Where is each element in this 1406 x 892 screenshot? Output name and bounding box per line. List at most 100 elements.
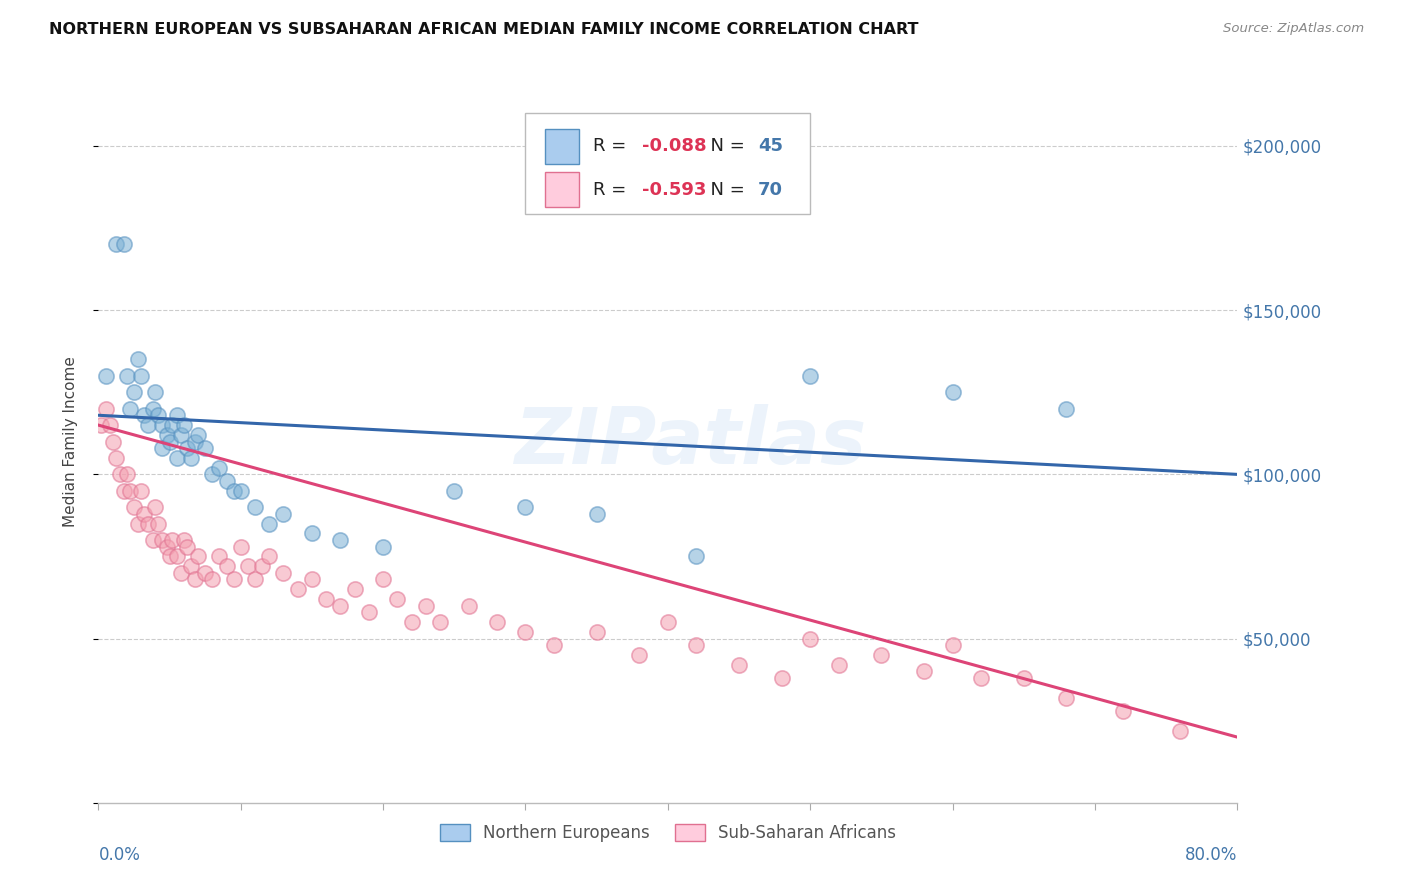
Point xyxy=(515,625,537,640)
Legend: Northern Europeans, Sub-Saharan Africans: Northern Europeans, Sub-Saharan Africans xyxy=(433,817,903,848)
Point xyxy=(184,573,207,587)
Point xyxy=(173,533,195,547)
Point xyxy=(118,483,141,498)
Point xyxy=(115,467,138,482)
Point xyxy=(166,549,188,564)
Point xyxy=(1012,671,1035,685)
Point xyxy=(176,540,198,554)
Point xyxy=(194,441,217,455)
Point xyxy=(215,474,238,488)
Point xyxy=(728,657,751,672)
Point xyxy=(912,665,935,679)
Point xyxy=(122,500,145,515)
Point xyxy=(229,483,252,498)
Point xyxy=(315,592,337,607)
Point xyxy=(141,401,163,416)
Point xyxy=(166,409,188,423)
Point xyxy=(166,450,188,465)
Point xyxy=(486,615,509,630)
Point xyxy=(1056,401,1078,416)
Text: 0.0%: 0.0% xyxy=(98,847,141,864)
Point xyxy=(585,625,607,640)
Point xyxy=(162,418,184,433)
Point xyxy=(329,533,352,547)
Point xyxy=(112,237,135,252)
Point xyxy=(208,549,231,564)
Text: NORTHERN EUROPEAN VS SUBSAHARAN AFRICAN MEDIAN FAMILY INCOME CORRELATION CHART: NORTHERN EUROPEAN VS SUBSAHARAN AFRICAN … xyxy=(49,22,918,37)
Point xyxy=(585,507,607,521)
Point xyxy=(329,599,352,613)
Point xyxy=(159,549,181,564)
Point xyxy=(152,418,174,433)
Point xyxy=(970,671,993,685)
Point xyxy=(799,632,821,646)
Text: 45: 45 xyxy=(758,137,783,155)
FancyBboxPatch shape xyxy=(526,112,810,214)
FancyBboxPatch shape xyxy=(546,129,579,164)
Point xyxy=(273,566,295,580)
Point xyxy=(799,368,821,383)
Text: 70: 70 xyxy=(758,181,783,199)
Point xyxy=(628,648,651,662)
Point xyxy=(115,368,138,383)
Point xyxy=(515,500,537,515)
Point xyxy=(170,566,193,580)
Point xyxy=(170,428,193,442)
Point xyxy=(443,483,465,498)
Point xyxy=(159,434,181,449)
Point xyxy=(173,418,195,433)
Text: R =: R = xyxy=(593,137,631,155)
Text: R =: R = xyxy=(593,181,631,199)
Point xyxy=(828,657,851,672)
Point xyxy=(215,559,238,574)
Point xyxy=(104,450,127,465)
Point xyxy=(98,418,121,433)
Text: -0.593: -0.593 xyxy=(641,181,706,199)
Point xyxy=(415,599,437,613)
Point xyxy=(1170,723,1192,738)
Point xyxy=(250,559,273,574)
FancyBboxPatch shape xyxy=(546,172,579,207)
Point xyxy=(457,599,479,613)
Point xyxy=(259,549,281,564)
Point xyxy=(942,638,965,652)
Point xyxy=(273,507,295,521)
Text: N =: N = xyxy=(699,137,749,155)
Point xyxy=(229,540,252,554)
Point xyxy=(543,638,565,652)
Point xyxy=(301,526,323,541)
Point xyxy=(685,638,707,652)
Point xyxy=(357,605,380,619)
Point xyxy=(287,582,309,597)
Point xyxy=(122,385,145,400)
Point xyxy=(94,401,117,416)
Point xyxy=(401,615,423,630)
Point xyxy=(870,648,893,662)
Point xyxy=(112,483,135,498)
Point xyxy=(770,671,793,685)
Point xyxy=(187,428,209,442)
Text: N =: N = xyxy=(699,181,749,199)
Point xyxy=(236,559,259,574)
Point xyxy=(180,559,202,574)
Point xyxy=(90,418,112,433)
Point xyxy=(259,516,281,531)
Text: ZIPatlas: ZIPatlas xyxy=(515,403,866,480)
Point xyxy=(94,368,117,383)
Point xyxy=(373,540,395,554)
Point xyxy=(129,483,152,498)
Point xyxy=(104,237,127,252)
Point xyxy=(201,573,224,587)
Point xyxy=(429,615,451,630)
Point xyxy=(118,401,141,416)
Point xyxy=(132,409,155,423)
Point xyxy=(387,592,409,607)
Point xyxy=(141,533,163,547)
Point xyxy=(187,549,209,564)
Text: 80.0%: 80.0% xyxy=(1185,847,1237,864)
Point xyxy=(148,516,170,531)
Point xyxy=(1112,704,1135,718)
Point xyxy=(657,615,679,630)
Point xyxy=(222,483,245,498)
Point xyxy=(101,434,124,449)
